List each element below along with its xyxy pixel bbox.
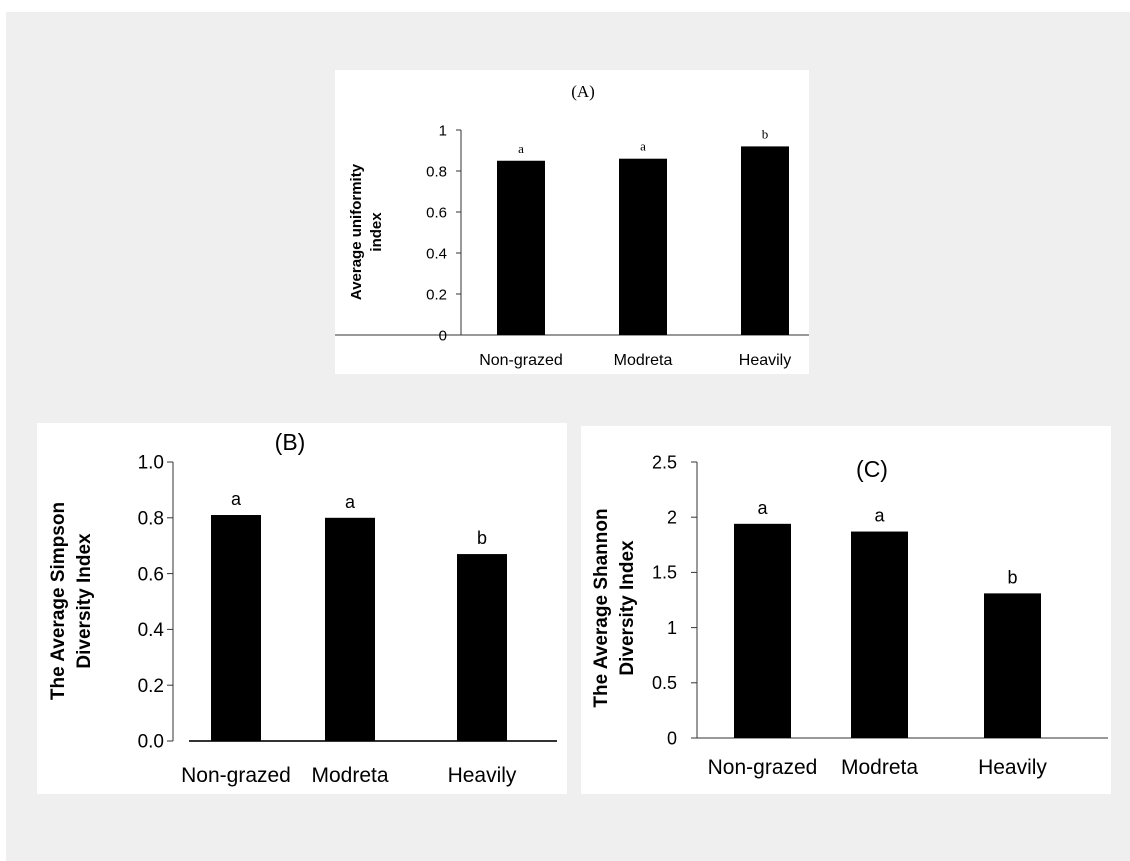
y-tick-label-b: 1.0 <box>138 453 164 474</box>
y-tick-label-b: 0.0 <box>138 732 164 753</box>
bar-data-label-a: a <box>518 141 524 156</box>
x-tick-label-a: Non-grazed <box>479 352 563 369</box>
y-axis-title-line: index <box>368 212 385 252</box>
y-axis-title-line: Diversity Index <box>74 533 95 669</box>
chart-c-svg: (C) 0 0.5 1 1.5 2 2.5 The Average Shannon Divers… <box>591 452 1108 779</box>
x-tick-label-a: Modreta <box>614 352 673 369</box>
bar-b-heavily <box>457 554 507 741</box>
bar-data-label-c: a <box>757 498 768 518</box>
y-tick-label-c: 2.5 <box>652 452 677 472</box>
y-tick-label-a: 0.2 <box>426 286 447 303</box>
chart-panel-a: (A) 0 0.2 0.4 0.6 0.8 1 Average uniformity index… <box>335 70 809 374</box>
bar-b-modreta <box>325 517 375 741</box>
chart-a-svg: (A) 0 0.2 0.4 0.6 0.8 1 Average uniformity index… <box>335 82 809 369</box>
y-axis-title-b: The Average Simpson Diversity Index <box>48 502 95 700</box>
y-axis-title-line: The Average Shannon <box>591 508 612 707</box>
chart-panel-b: (B) 0.0 0.2 0.4 0.6 0.8 1.0 The Average Simpson… <box>37 423 567 794</box>
y-tick-label-a: 0.6 <box>426 204 447 221</box>
bar-a-modreta <box>619 158 667 335</box>
panel-label-b: (B) <box>275 429 306 455</box>
y-axis-title-a: Average uniformity index <box>348 163 385 300</box>
bar-data-label-c: a <box>874 506 885 526</box>
x-tick-label-b: Heavily <box>448 764 517 787</box>
x-tick-label-c: Modreta <box>841 756 918 779</box>
bar-b-non-grazed <box>211 515 261 741</box>
y-axis-title-line: Diversity Index <box>617 540 638 676</box>
y-tick-label-c: 2 <box>667 508 677 528</box>
chart-b-svg: (B) 0.0 0.2 0.4 0.6 0.8 1.0 The Average Simpson… <box>48 429 557 787</box>
bar-data-label-a: a <box>640 139 646 154</box>
y-tick-label-a: 0 <box>439 327 447 344</box>
bar-data-label-a: b <box>762 126 769 141</box>
y-tick-label-b: 0.4 <box>138 620 165 641</box>
y-tick-label-a: 1 <box>439 122 447 139</box>
y-tick-label-b: 0.6 <box>138 564 164 585</box>
x-tick-label-c: Heavily <box>978 756 1047 779</box>
bar-c-heavily <box>984 593 1041 738</box>
x-tick-label-b: Modreta <box>311 764 388 787</box>
bar-data-label-b: a <box>231 489 242 509</box>
x-tick-label-c: Non-grazed <box>708 756 818 779</box>
chart-panel-c: (C) 0 0.5 1 1.5 2 2.5 The Average Shannon Divers… <box>581 426 1111 794</box>
bar-c-non-grazed <box>734 523 791 738</box>
x-tick-label-b: Non-grazed <box>181 764 291 787</box>
y-tick-label-b: 0.8 <box>138 508 164 529</box>
panel-label-a: (A) <box>571 82 595 101</box>
bar-data-label-b: b <box>477 528 487 548</box>
y-axis-title-c: The Average Shannon Diversity Index <box>591 508 638 707</box>
y-tick-label-c: 0 <box>667 728 677 748</box>
y-tick-label-a: 0.8 <box>426 163 447 180</box>
y-tick-label-a: 0.4 <box>426 245 447 262</box>
y-tick-label-b: 0.2 <box>138 676 164 697</box>
panel-label-c: (C) <box>856 456 888 482</box>
y-tick-label-c: 1 <box>667 618 677 638</box>
x-tick-label-a: Heavily <box>739 352 791 369</box>
bar-data-label-c: b <box>1007 567 1017 587</box>
bar-a-heavily <box>741 146 789 335</box>
y-axis-title-line: Average uniformity <box>348 163 365 300</box>
bar-c-modreta <box>851 531 908 738</box>
y-tick-label-c: 1.5 <box>652 563 677 583</box>
bar-data-label-b: a <box>345 492 356 512</box>
bar-a-non-grazed <box>497 160 545 335</box>
y-tick-label-c: 0.5 <box>652 673 677 693</box>
y-axis-title-line: The Average Simpson <box>48 502 69 700</box>
